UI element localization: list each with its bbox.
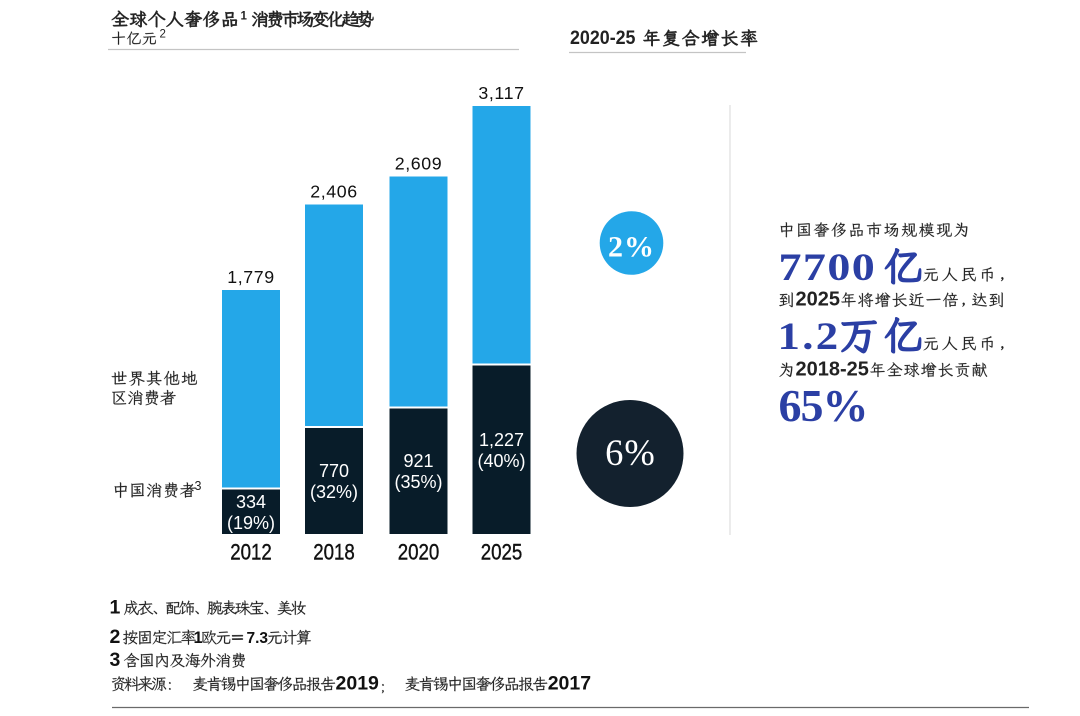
svg-text:7.3: 7.3 bbox=[247, 630, 269, 647]
svg-text:65%: 65% bbox=[779, 380, 868, 431]
svg-text:2012: 2012 bbox=[230, 541, 272, 565]
svg-text:2018-25: 2018-25 bbox=[796, 359, 869, 381]
svg-text:(32%): (32%) bbox=[310, 482, 358, 502]
svg-text:2: 2 bbox=[160, 29, 166, 41]
svg-text:2025: 2025 bbox=[796, 289, 841, 311]
svg-text:2017: 2017 bbox=[548, 673, 591, 695]
svg-text:2019: 2019 bbox=[336, 673, 380, 695]
svg-text:(19%): (19%) bbox=[227, 513, 275, 533]
svg-text:770: 770 bbox=[319, 461, 349, 481]
svg-text:2020-25: 2020-25 bbox=[570, 26, 635, 48]
svg-text:1: 1 bbox=[110, 597, 121, 619]
svg-text:2,406: 2,406 bbox=[310, 182, 358, 202]
svg-text:921: 921 bbox=[403, 451, 433, 471]
svg-text:2: 2 bbox=[110, 626, 121, 648]
svg-text:2,609: 2,609 bbox=[395, 154, 443, 174]
svg-text:1,227: 1,227 bbox=[479, 430, 524, 450]
svg-text:(35%): (35%) bbox=[394, 472, 442, 492]
svg-text:1,779: 1,779 bbox=[227, 267, 275, 287]
svg-text:6%: 6% bbox=[605, 432, 656, 473]
svg-text:3,117: 3,117 bbox=[478, 83, 524, 103]
svg-text:2018: 2018 bbox=[313, 541, 355, 565]
svg-text:3: 3 bbox=[110, 649, 121, 671]
svg-text:(40%): (40%) bbox=[477, 451, 525, 471]
svg-text:2020: 2020 bbox=[398, 541, 440, 565]
svg-text:2%: 2% bbox=[608, 231, 655, 264]
svg-text:1: 1 bbox=[241, 11, 248, 23]
svg-text:2025: 2025 bbox=[481, 541, 523, 565]
svg-text:7700: 7700 bbox=[779, 246, 877, 289]
svg-text:1: 1 bbox=[194, 629, 203, 647]
svg-text:334: 334 bbox=[236, 492, 266, 512]
svg-text:3: 3 bbox=[195, 479, 202, 493]
svg-text:1.2: 1.2 bbox=[778, 316, 841, 359]
